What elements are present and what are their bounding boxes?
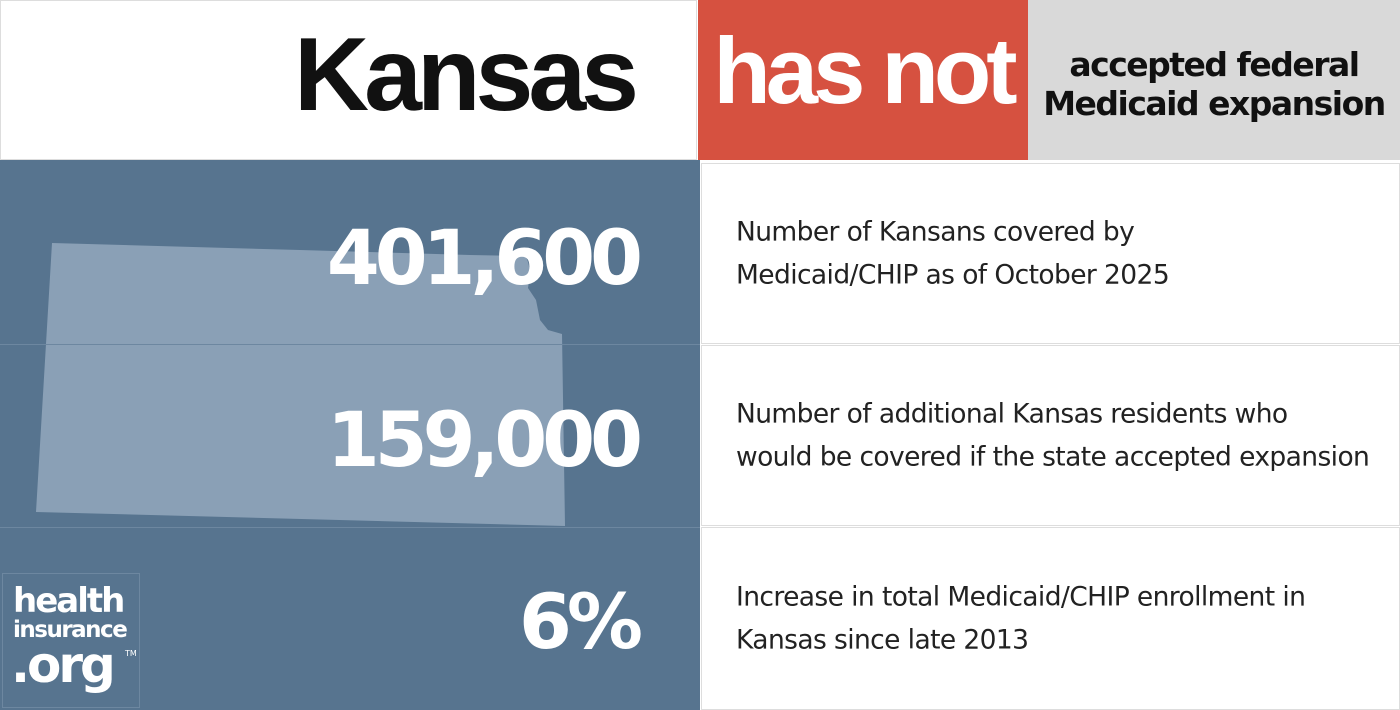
stat-row-enrolled: Number of Kansans covered by Medicaid/CH… bbox=[701, 163, 1400, 344]
stat-description: Number of Kansans covered by Medicaid/CH… bbox=[736, 210, 1386, 297]
kansas-map-icon bbox=[36, 243, 565, 526]
divider bbox=[0, 527, 700, 528]
status-description-cell: accepted federal Medicaid expansion bbox=[1028, 0, 1400, 160]
stat-desc-line2: Medicaid/CHIP as of October 2025 bbox=[736, 259, 1170, 291]
stat-value-additional: 159,000 bbox=[326, 395, 643, 484]
logo-trademark: TM bbox=[125, 649, 137, 658]
status-desc-line1: accepted federal bbox=[1069, 45, 1360, 84]
state-title-cell: Kansas bbox=[0, 0, 697, 160]
stat-value-enrolled: 401,600 bbox=[326, 213, 643, 302]
stat-description: Increase in total Medicaid/CHIP enrollme… bbox=[736, 575, 1386, 662]
stat-desc-line1: Number of Kansans covered by bbox=[736, 215, 1135, 247]
logo-line3: .org bbox=[11, 636, 116, 694]
stat-desc-line1: Increase in total Medicaid/CHIP enrollme… bbox=[736, 580, 1306, 612]
stat-row-additional: Number of additional Kansas residents wh… bbox=[701, 345, 1400, 526]
status-description: accepted federal Medicaid expansion bbox=[1028, 45, 1400, 124]
stats-panel: 401,600 159,000 6% bbox=[0, 160, 700, 710]
stat-desc-line1: Number of additional Kansas residents wh… bbox=[736, 397, 1288, 429]
stat-desc-line2: Kansas since late 2013 bbox=[736, 624, 1029, 656]
status-desc-line2: Medicaid expansion bbox=[1043, 83, 1386, 123]
stat-description: Number of additional Kansas residents wh… bbox=[736, 392, 1386, 479]
logo-line2: insurance bbox=[13, 617, 128, 643]
healthinsurance-org-logo: health insurance .org TM bbox=[2, 573, 140, 708]
stat-row-increase: Increase in total Medicaid/CHIP enrollme… bbox=[701, 527, 1400, 710]
status-text: has not bbox=[713, 18, 1017, 123]
divider bbox=[0, 344, 700, 345]
logo-line1: health bbox=[13, 581, 125, 621]
stat-value-increase: 6% bbox=[518, 577, 643, 666]
stat-desc-line2: would be covered if the state accepted e… bbox=[736, 441, 1370, 473]
expansion-status-badge: has not bbox=[698, 0, 1028, 160]
state-name: Kansas bbox=[294, 17, 639, 133]
